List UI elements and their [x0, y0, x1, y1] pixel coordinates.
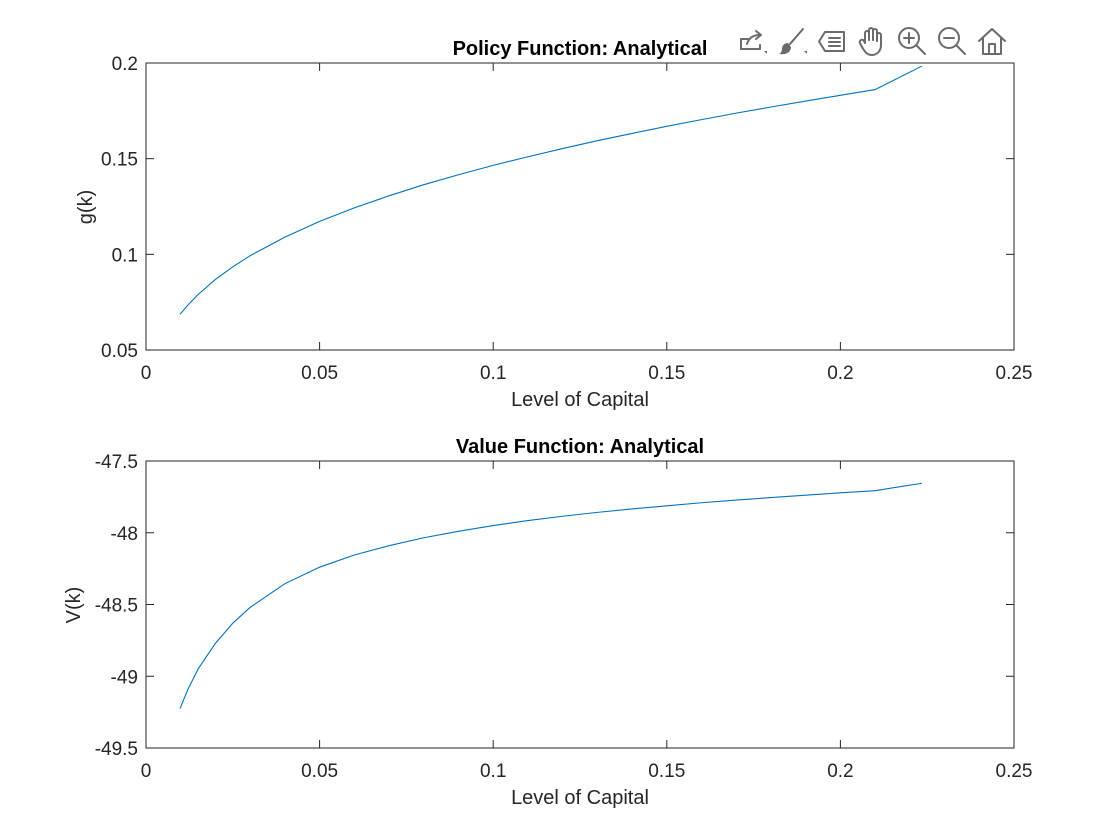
x-tick-label: 0.2	[827, 363, 853, 384]
x-tick-label: 0.2	[827, 761, 853, 782]
series-line	[179, 65, 923, 315]
x-tick-label: 0.05	[301, 761, 338, 782]
y-tick-label: -47.5	[95, 452, 138, 473]
series-line	[179, 482, 923, 709]
export-icon	[740, 30, 767, 54]
zoom-out-button[interactable]	[934, 22, 970, 60]
y-axis-label: V(k)	[63, 587, 85, 624]
y-tick-label: 0.1	[112, 245, 138, 266]
plot-frame	[145, 460, 1015, 749]
x-axis-label: Level of Capital	[511, 389, 649, 411]
chart-title: Value Function: Analytical	[456, 436, 704, 458]
zoom-in-icon	[898, 27, 926, 55]
x-tick-label: 0.25	[996, 761, 1033, 782]
zoom-out-icon	[938, 27, 966, 55]
y-tick-label: -49	[111, 667, 138, 688]
y-tick-label: -48	[111, 524, 138, 545]
x-axis-label: Level of Capital	[511, 787, 649, 809]
x-tick-label: 0	[141, 363, 152, 384]
y-tick-label: 0.05	[101, 341, 138, 362]
chart-title: Policy Function: Analytical	[453, 38, 708, 60]
brush-icon	[779, 28, 807, 55]
data-tips-button[interactable]	[814, 22, 850, 60]
pan-icon	[858, 27, 882, 56]
export-button[interactable]	[734, 22, 770, 60]
value-function-plot[interactable]: Value Function: Analytical Level of Capi…	[63, 436, 1032, 809]
x-tick-label: 0.25	[996, 363, 1033, 384]
brush-button[interactable]	[774, 22, 810, 60]
plot-frame	[145, 62, 1015, 351]
policy-function-plot[interactable]: Policy Function: Analytical Level of Cap…	[75, 38, 1032, 411]
axes-toolbar	[734, 22, 1010, 62]
home-icon	[978, 28, 1006, 55]
y-tick-label: 0.2	[112, 54, 138, 75]
data-tips-icon	[818, 31, 845, 52]
x-tick-label: 0	[141, 761, 152, 782]
home-button[interactable]	[974, 22, 1010, 60]
y-axis-label: g(k)	[75, 190, 97, 224]
y-tick-label: -48.5	[95, 596, 138, 617]
pan-button[interactable]	[854, 22, 890, 60]
x-tick-label: 0.1	[480, 761, 506, 782]
y-tick-label: 0.15	[101, 150, 138, 171]
zoom-in-button[interactable]	[894, 22, 930, 60]
y-tick-label: -49.5	[95, 739, 138, 760]
x-tick-label: 0.1	[480, 363, 506, 384]
x-tick-label: 0.15	[648, 363, 685, 384]
x-tick-label: 0.15	[648, 761, 685, 782]
x-tick-label: 0.05	[301, 363, 338, 384]
